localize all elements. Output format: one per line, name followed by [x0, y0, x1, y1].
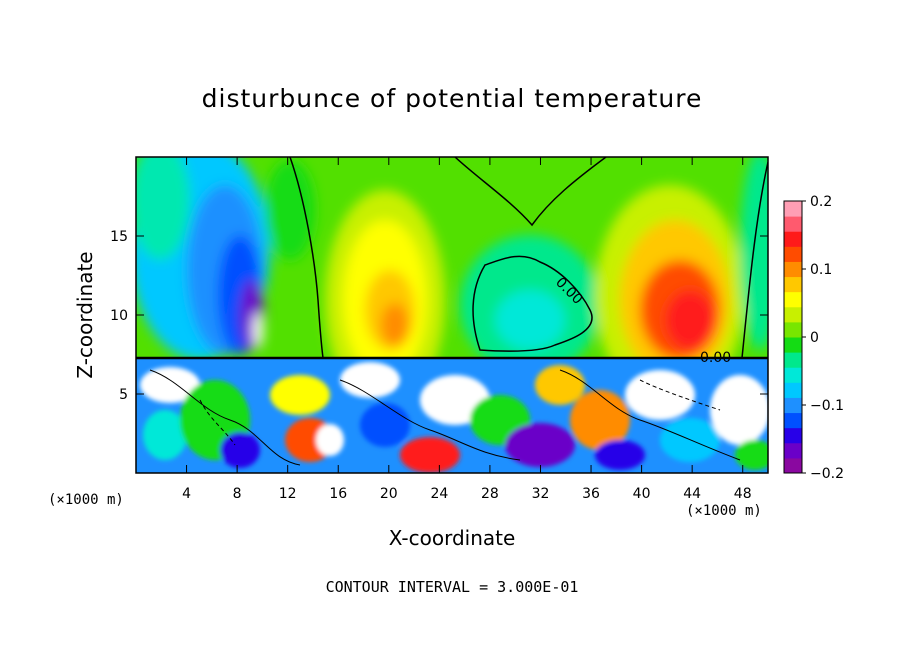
x-tick-label: 44: [683, 486, 701, 502]
y-axis: 5 10 15: [110, 229, 768, 403]
colorbar-swatch: [784, 337, 802, 353]
y-tick-label: 5: [119, 387, 128, 403]
colorbar-swatch: [784, 397, 802, 414]
colorbar-swatch: [784, 261, 802, 278]
colorbar-swatch: [784, 427, 802, 444]
x-axis-label: X-coordinate: [388, 526, 516, 550]
colorbar-swatch: [784, 231, 802, 247]
contour-label: 0.00: [700, 350, 731, 366]
colorbar-swatch: [784, 352, 802, 368]
x-tick-label: 12: [279, 486, 297, 502]
y-tick-label: 15: [110, 229, 128, 245]
colorbar-swatch: [784, 291, 802, 308]
colorbar-swatch: [784, 201, 802, 217]
colorbar-swatch: [784, 412, 802, 429]
colorbar-swatch: [784, 442, 802, 459]
contour-lines: [136, 157, 768, 466]
colorbar-swatch: [784, 246, 802, 262]
y-tick-label: 10: [110, 308, 128, 324]
colorbar-swatch: [784, 306, 802, 323]
x-tick-label: 8: [233, 486, 242, 502]
x-unit-right: (×1000 m): [686, 503, 762, 519]
x-tick-label: 20: [380, 486, 398, 502]
colorbar-swatch: [784, 457, 802, 474]
colorbar-tick-label: 0.2: [810, 194, 832, 210]
x-tick-label: 24: [430, 486, 448, 502]
x-axis: 4 8 12 16 20 24 28 32 36 40 44 48: [182, 157, 752, 502]
x-tick-label: 4: [182, 486, 191, 502]
colorbar-swatch: [784, 382, 802, 398]
colorbar-tick-label: −0.2: [810, 466, 844, 482]
colorbar-tick-label: 0: [810, 330, 819, 346]
x-tick-label: 28: [481, 486, 499, 502]
contour-interval-label: CONTOUR INTERVAL = 3.000E-01: [325, 578, 579, 596]
colorbar: 0.2 0.1 0 −0.1 −0.2: [783, 194, 844, 482]
colorbar-swatch: [784, 276, 802, 293]
colorbar-tick-label: −0.1: [810, 398, 844, 414]
y-axis-label: Z-coordinate: [73, 251, 97, 379]
x-tick-label: 40: [633, 486, 651, 502]
colorbar-swatch: [784, 367, 802, 383]
colorbar-swatch: [784, 321, 802, 338]
heatmap-field: 0.00 0.00: [136, 157, 768, 473]
x-unit-left: (×1000 m): [48, 492, 124, 508]
colorbar-swatch: [784, 216, 802, 232]
x-tick-label: 48: [734, 486, 752, 502]
chart-title: disturbunce of potential temperature: [201, 84, 703, 113]
x-tick-label: 16: [329, 486, 347, 502]
colorbar-tick-label: 0.1: [810, 262, 832, 278]
x-tick-label: 32: [532, 486, 550, 502]
x-tick-label: 36: [582, 486, 600, 502]
